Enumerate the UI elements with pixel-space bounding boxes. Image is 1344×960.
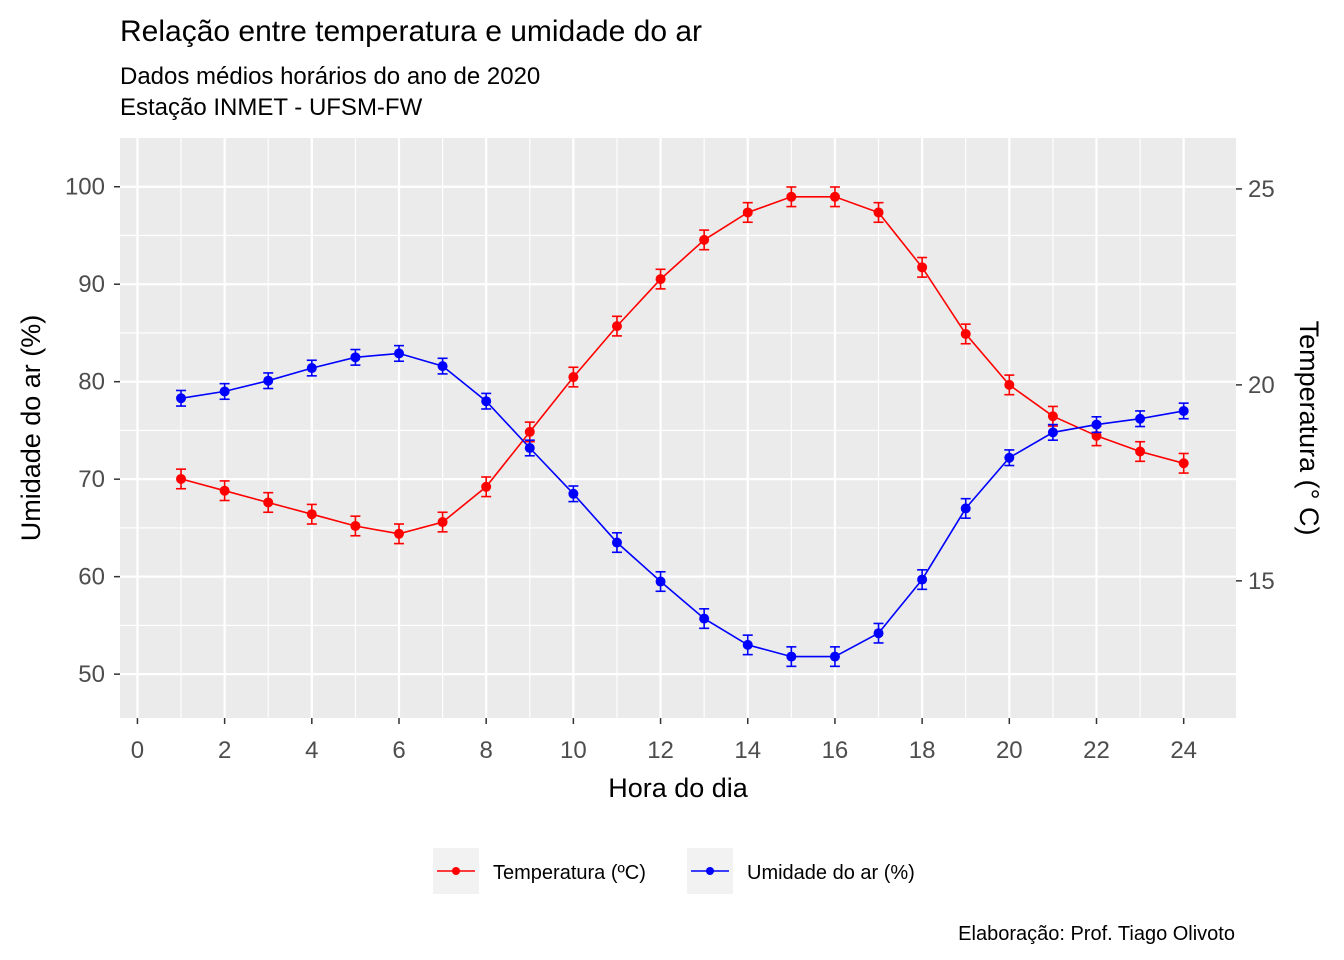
data-point-humidity (960, 503, 971, 514)
y-tick-label: 80 (78, 369, 105, 396)
data-point-humidity (1047, 427, 1058, 438)
data-point-humidity (1004, 452, 1015, 463)
data-point-temperature (219, 485, 230, 496)
chart-subtitle-line-1: Dados médios horários do ano de 2020 (120, 63, 540, 90)
y-tick-label: 100 (65, 174, 105, 201)
grid-minor (120, 138, 1236, 718)
x-tick-label: 10 (560, 737, 587, 764)
data-point-temperature (611, 321, 622, 332)
data-point-humidity (1178, 405, 1189, 416)
data-point-humidity (306, 363, 317, 374)
data-point-temperature (873, 207, 884, 218)
series-layer (176, 186, 1189, 668)
legend-label-humidity: Umidade do ar (%) (747, 862, 915, 884)
y2-tick-label: 20 (1248, 372, 1275, 399)
plot-panel (120, 138, 1236, 718)
data-point-temperature (917, 262, 928, 273)
y-tick-label: 90 (78, 271, 105, 298)
x-tick-label: 18 (909, 737, 936, 764)
data-point-temperature (960, 328, 971, 339)
chart-subtitle-line-2: Estação INMET - UFSM-FW (120, 94, 423, 121)
data-point-humidity (481, 396, 492, 407)
legend-marker-temperature (452, 867, 460, 875)
chart-caption: Elaboração: Prof. Tiago Olivoto (958, 923, 1235, 945)
data-point-humidity (829, 651, 840, 662)
y2-axis-title: Temperatura (° C) (1294, 321, 1324, 536)
data-point-temperature (1178, 458, 1189, 469)
data-point-humidity (1091, 419, 1102, 430)
x-tick-label: 22 (1083, 737, 1110, 764)
x-tick-label: 2 (218, 737, 231, 764)
series-line-humidity (180, 352, 1184, 658)
data-point-humidity (699, 613, 710, 624)
data-point-temperature (306, 509, 317, 520)
data-point-temperature (1135, 446, 1146, 457)
data-point-humidity (568, 488, 579, 499)
x-tick-label: 12 (647, 737, 674, 764)
data-point-humidity (786, 651, 797, 662)
data-point-humidity (219, 386, 230, 397)
data-point-temperature (481, 481, 492, 492)
x-tick-label: 14 (734, 737, 761, 764)
data-point-temperature (263, 497, 274, 508)
y-tick-label: 60 (78, 564, 105, 591)
x-tick-label: 24 (1170, 737, 1197, 764)
data-point-temperature (437, 517, 448, 528)
data-point-temperature (524, 426, 535, 437)
data-point-humidity (611, 537, 622, 548)
data-point-temperature (394, 528, 404, 539)
data-point-humidity (394, 348, 404, 359)
x-tick-label: 16 (822, 737, 849, 764)
data-point-humidity (263, 375, 274, 386)
data-point-temperature (786, 191, 797, 202)
x-tick-label: 4 (305, 737, 318, 764)
legend: Temperatura (ºC) Umidade do ar (%) (433, 848, 915, 894)
x-tick-label: 8 (480, 737, 493, 764)
series-line-temperature (180, 196, 1184, 535)
data-point-temperature (1004, 379, 1015, 390)
legend-label-temperature: Temperatura (ºC) (493, 862, 646, 884)
y-tick-label: 50 (78, 661, 105, 688)
data-point-humidity (350, 352, 361, 363)
data-point-humidity (917, 574, 928, 585)
data-point-temperature (829, 191, 840, 202)
chart-title: Relação entre temperatura e umidade do a… (120, 15, 702, 48)
data-point-temperature (350, 520, 361, 531)
data-point-humidity (742, 639, 753, 650)
data-point-humidity (437, 361, 448, 372)
legend-marker-humidity (706, 867, 714, 875)
data-point-humidity (176, 393, 187, 404)
x-axis-title: Hora do dia (608, 773, 749, 803)
grid-major (120, 138, 1236, 718)
data-point-humidity (655, 576, 666, 587)
data-point-temperature (1091, 430, 1102, 441)
data-point-temperature (1047, 411, 1058, 422)
data-point-temperature (655, 274, 666, 285)
y2-tick-label: 15 (1248, 568, 1275, 595)
x-tick-label: 0 (131, 737, 144, 764)
data-point-temperature (176, 473, 187, 484)
y-tick-label: 70 (78, 466, 105, 493)
y-axis-title: Umidade do ar (%) (16, 315, 46, 542)
data-point-temperature (568, 372, 579, 383)
x-tick-label: 6 (392, 737, 405, 764)
x-tick-label: 20 (996, 737, 1023, 764)
data-point-humidity (1135, 413, 1146, 424)
data-point-humidity (524, 442, 535, 453)
y2-tick-label: 25 (1248, 176, 1275, 203)
data-point-temperature (742, 207, 753, 218)
data-point-humidity (873, 628, 884, 639)
data-point-temperature (699, 234, 710, 245)
